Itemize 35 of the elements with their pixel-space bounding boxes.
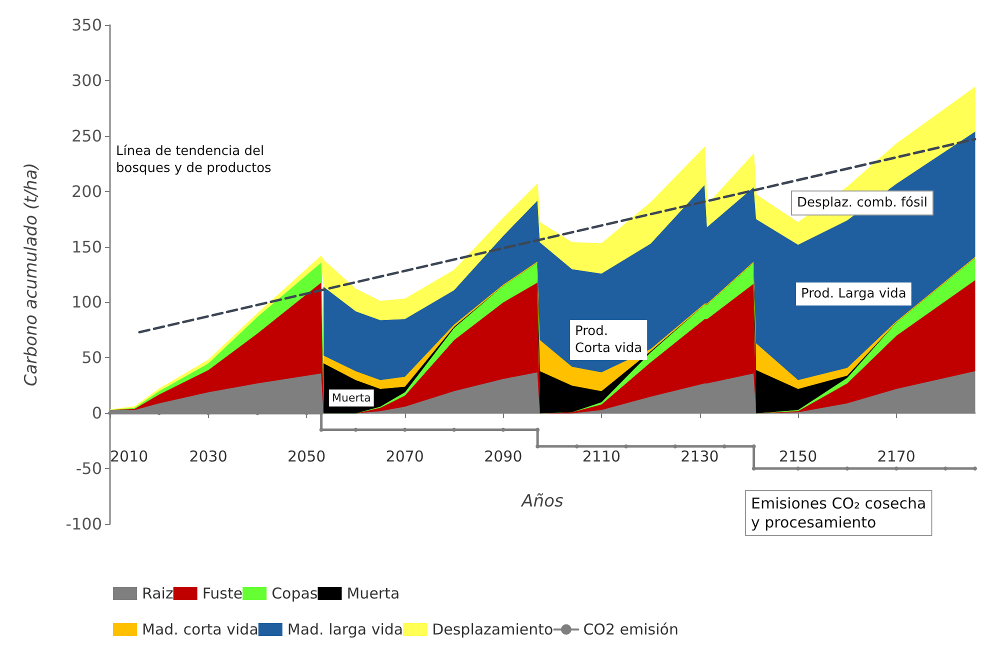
legend-label: Copas [272,584,318,602]
x-tick-label: 2150 [778,448,818,466]
x-tick-label: 2090 [484,448,522,466]
x-tick-label: 2110 [582,448,621,466]
legend-label: Raiz [142,584,174,602]
y-tick-label: 50 [82,348,102,368]
x-tick-label: 2010 [110,448,148,466]
y-tick-label: 0 [92,404,102,423]
legend-label: Fuste [202,584,243,602]
x-axis-title: Años [520,492,564,512]
legend-label: Mad. corta vida [142,620,258,638]
legend-label: Desplazamiento [432,620,554,638]
x-tick-label: 2130 [680,448,719,466]
legend-label: CO2 emisión [583,620,678,638]
annotation: Emisiones CO₂ cosecha y procesamiento [751,494,926,532]
y-tick-label: 200 [71,182,102,201]
y-tick-label: 300 [71,70,102,90]
x-tick-label: 2170 [877,448,916,466]
annotation: Línea de tendencia del bosques y de productos [116,144,272,176]
y-tick-label: 350 [71,16,102,34]
y-axis-title: Carbono acumulado (t/ha) [22,162,42,386]
x-tick-label: 2050 [287,448,326,466]
annotation: Prod. Corta vida [575,324,642,356]
y-tick-label: -100 [66,514,102,534]
y-tick-label: 100 [71,292,102,312]
annotation: Desplaz. comb. fósil [797,196,928,210]
y-tick-label: 250 [71,126,102,146]
annotation: Muerta [332,392,371,404]
legend-label: Mad. larga vida [287,620,404,638]
x-tick-label: 2030 [189,448,228,466]
y-tick-label: -50 [76,459,102,478]
legend-label: Muerta [346,584,400,602]
annotation: Prod. Larga vida [801,286,906,302]
y-tick-label: 150 [71,237,102,256]
x-tick-label: 2070 [386,448,424,466]
